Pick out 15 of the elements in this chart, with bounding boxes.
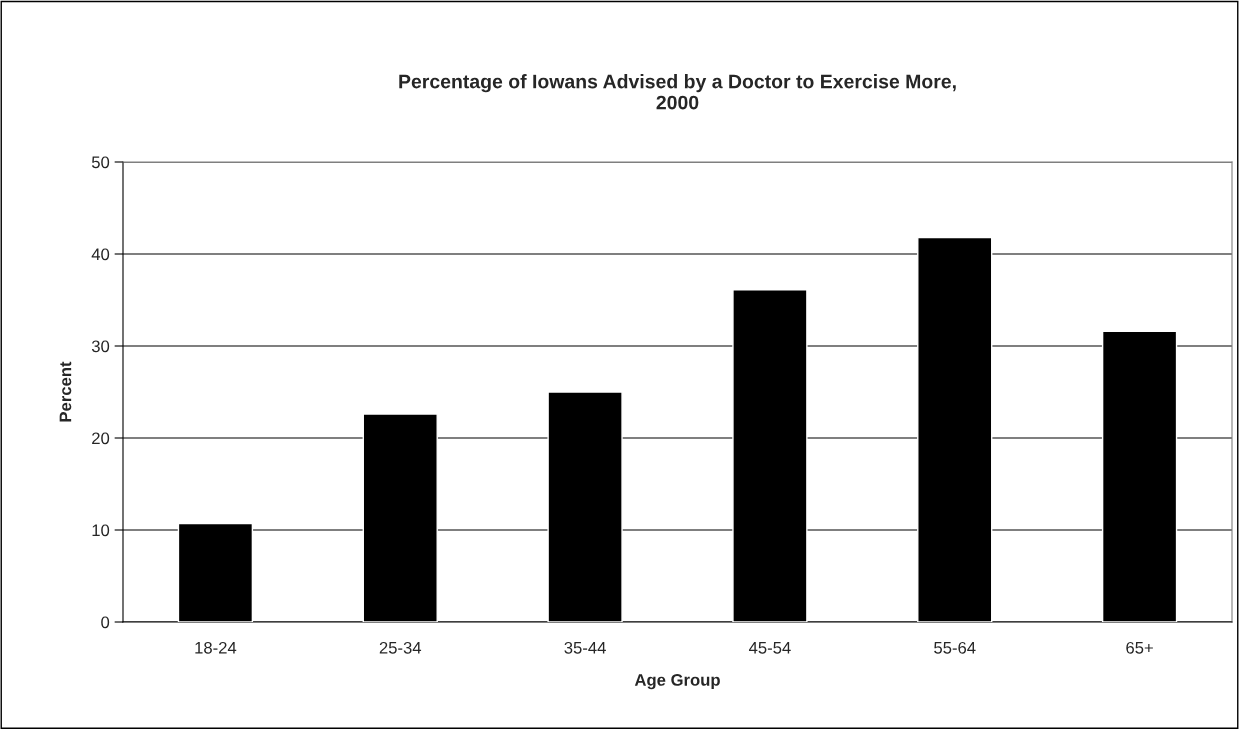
x-tick-label: 35-44 [564, 641, 606, 654]
x-tick-label: 55-64 [934, 641, 976, 654]
x-tick-label: 45-54 [748, 642, 791, 654]
x-tick-label: 18-24 [195, 641, 237, 654]
x-axis-title: Age Group [634, 674, 720, 690]
y-tick-label: 40 [91, 248, 110, 261]
chart-title: Percentage of Iowans Advised by a Doctor to Exercise More, 2000 [399, 74, 956, 110]
y-tick-label: 50 [91, 156, 110, 169]
y-tick-label: 10 [92, 524, 110, 537]
y-tick-label: 0 [101, 616, 110, 629]
x-tick-label: 65+ [1126, 641, 1153, 654]
y-axis-title: Percent [59, 361, 72, 422]
x-tick-label: 25-34 [379, 641, 422, 654]
y-tick-label: 30 [91, 340, 110, 353]
y-tick-label: 20 [92, 432, 110, 445]
